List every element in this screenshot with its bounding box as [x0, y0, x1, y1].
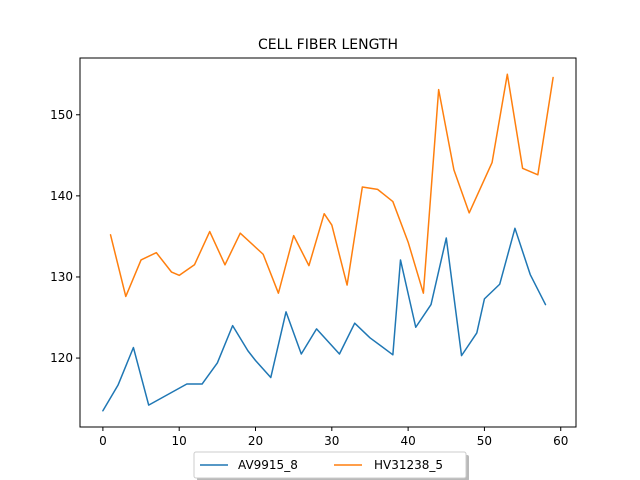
data-point-av9915-8	[445, 237, 448, 240]
legend-label-av9915-8: AV9915_8	[238, 458, 298, 472]
y-tick-label: 140	[50, 189, 73, 203]
data-point-av9915-8	[117, 383, 120, 386]
data-point-av9915-8	[399, 258, 402, 261]
data-point-hv31238-5	[452, 168, 455, 171]
data-point-hv31238-5	[323, 212, 326, 215]
series-line-hv31238-5	[109, 73, 554, 298]
data-point-hv31238-5	[361, 185, 364, 188]
data-point-hv31238-5	[140, 258, 143, 261]
data-point-hv31238-5	[346, 284, 349, 287]
data-point-av9915-8	[315, 327, 318, 330]
x-tick-label: 30	[324, 434, 339, 448]
data-point-av9915-8	[414, 326, 417, 329]
data-point-hv31238-5	[170, 271, 173, 274]
data-point-av9915-8	[513, 227, 516, 230]
x-tick-label: 50	[477, 434, 492, 448]
series-line-av9915-8	[102, 227, 547, 412]
data-point-av9915-8	[475, 331, 478, 334]
x-axis: 0 10 20 30 40 50 60	[99, 427, 568, 448]
data-point-av9915-8	[132, 346, 135, 349]
data-point-hv31238-5	[223, 263, 226, 266]
data-point-av9915-8	[254, 359, 257, 362]
data-point-av9915-8	[338, 353, 341, 356]
x-tick-label: 40	[400, 434, 415, 448]
data-point-av9915-8	[391, 353, 394, 356]
data-point-hv31238-5	[437, 88, 440, 91]
data-point-hv31238-5	[277, 292, 280, 295]
data-point-av9915-8	[246, 349, 249, 352]
x-tick-label: 0	[99, 434, 107, 448]
data-point-hv31238-5	[521, 167, 524, 170]
data-point-hv31238-5	[292, 234, 295, 237]
data-point-av9915-8	[300, 353, 303, 356]
data-point-hv31238-5	[468, 211, 471, 214]
data-point-hv31238-5	[124, 295, 127, 298]
data-point-av9915-8	[231, 324, 234, 327]
data-point-av9915-8	[498, 283, 501, 286]
x-tick-label: 20	[248, 434, 263, 448]
data-point-av9915-8	[185, 383, 188, 386]
y-tick-label: 120	[50, 351, 73, 365]
y-tick-label: 130	[50, 270, 73, 284]
legend-label-hv31238-5: HV31238_5	[374, 458, 443, 472]
data-point-hv31238-5	[208, 230, 211, 233]
data-point-av9915-8	[147, 404, 150, 407]
data-point-hv31238-5	[178, 274, 181, 277]
legend-box	[193, 451, 467, 479]
data-point-hv31238-5	[155, 251, 158, 254]
data-point-hv31238-5	[506, 73, 509, 76]
x-tick-label: 60	[553, 434, 568, 448]
data-point-av9915-8	[353, 322, 356, 325]
data-point-av9915-8	[285, 310, 288, 313]
data-point-hv31238-5	[193, 263, 196, 266]
data-point-av9915-8	[101, 409, 104, 412]
data-point-av9915-8	[201, 383, 204, 386]
data-point-av9915-8	[430, 303, 433, 306]
data-point-hv31238-5	[307, 264, 310, 267]
data-point-hv31238-5	[109, 233, 112, 236]
data-point-av9915-8	[216, 361, 219, 364]
data-point-av9915-8	[529, 273, 532, 276]
data-point-av9915-8	[368, 336, 371, 339]
data-point-hv31238-5	[536, 173, 539, 176]
data-point-hv31238-5	[491, 161, 494, 164]
plot-area-frame	[79, 57, 577, 428]
y-tick-label: 150	[50, 108, 73, 122]
data-point-hv31238-5	[376, 188, 379, 191]
data-point-hv31238-5	[239, 232, 242, 235]
data-point-av9915-8	[544, 303, 547, 306]
data-point-hv31238-5	[330, 224, 333, 227]
series-layer	[101, 73, 555, 412]
x-tick-label: 10	[172, 434, 187, 448]
data-point-hv31238-5	[391, 200, 394, 203]
data-point-hv31238-5	[552, 76, 555, 79]
data-point-av9915-8	[483, 297, 486, 300]
chart-title: CELL FIBER LENGTH	[258, 37, 398, 53]
data-point-av9915-8	[460, 354, 463, 357]
data-point-hv31238-5	[422, 292, 425, 295]
data-point-av9915-8	[269, 376, 272, 379]
data-point-hv31238-5	[407, 241, 410, 244]
legend: AV9915_8 HV31238_5	[193, 451, 469, 480]
data-point-hv31238-5	[262, 253, 265, 256]
y-axis: 120 130 140 150	[50, 108, 80, 365]
